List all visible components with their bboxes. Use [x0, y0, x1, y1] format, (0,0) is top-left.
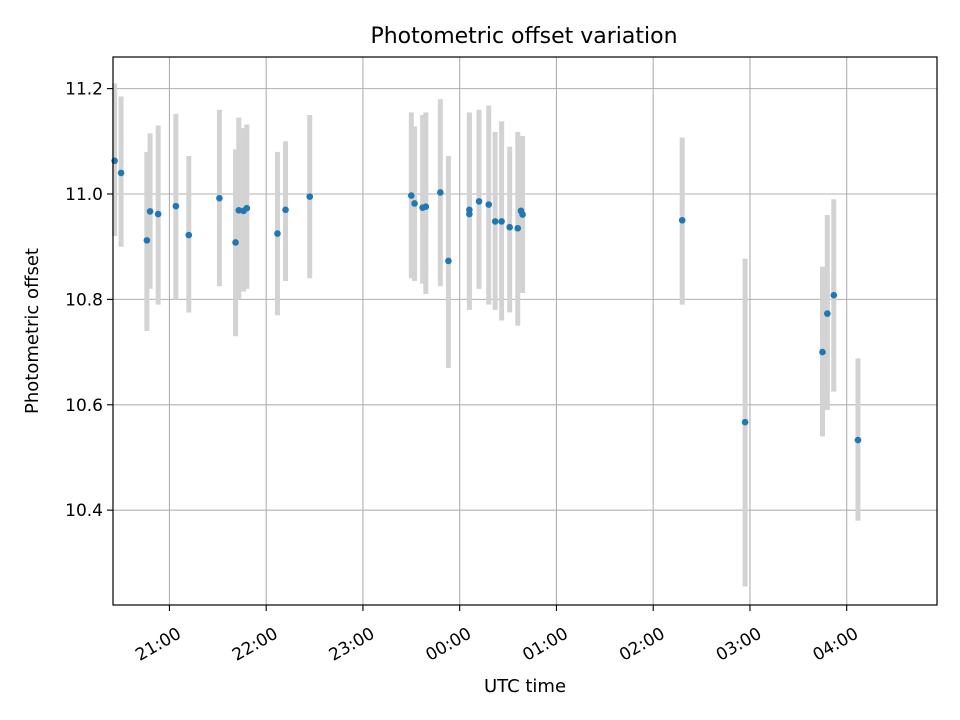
- plot-area-frame: [112, 56, 938, 606]
- data-point: [830, 291, 838, 299]
- data-point: [411, 200, 418, 207]
- y-tick-label: 10.8: [65, 290, 103, 310]
- data-point: [154, 210, 162, 218]
- data-point: [306, 193, 314, 200]
- data-point: [854, 436, 862, 444]
- data-point: [232, 239, 239, 246]
- data-point: [514, 224, 522, 232]
- data-point: [506, 223, 513, 231]
- data-point: [146, 208, 154, 215]
- data-point: [143, 237, 151, 244]
- data-point: [445, 257, 452, 265]
- data-point: [678, 217, 686, 224]
- data-point: [282, 206, 289, 214]
- chart-title: Photometric offset variation: [370, 24, 677, 49]
- data-point: [172, 202, 180, 210]
- data-point: [422, 203, 430, 210]
- data-point: [117, 169, 125, 177]
- data-point: [498, 218, 505, 225]
- data-point: [243, 204, 251, 212]
- y-axis-ticks: 10.4 10.6 10.8 11.0 11.2: [65, 80, 113, 521]
- y-axis-label: Photometric offset: [22, 248, 43, 414]
- y-tick-label: 10.6: [65, 396, 103, 416]
- grid-lines: [113, 57, 937, 605]
- data-point: [491, 218, 499, 225]
- data-point: [466, 210, 473, 218]
- data-point: [819, 348, 826, 356]
- y-tick-label: 10.4: [65, 501, 103, 521]
- data-point: [437, 189, 444, 196]
- data-point: [235, 207, 243, 214]
- data-point: [185, 231, 193, 239]
- data-point: [408, 192, 415, 199]
- data-point: [741, 418, 749, 426]
- data-point: [111, 157, 118, 165]
- data-point: [216, 194, 223, 202]
- data-point: [519, 211, 526, 218]
- data-point: [475, 198, 483, 205]
- x-axis-label: UTC time: [484, 676, 566, 697]
- y-tick-label: 11.0: [65, 185, 103, 205]
- y-tick-label: 11.2: [65, 80, 103, 100]
- data-point: [824, 310, 831, 317]
- data-point: [274, 230, 281, 237]
- data-point: [485, 201, 493, 208]
